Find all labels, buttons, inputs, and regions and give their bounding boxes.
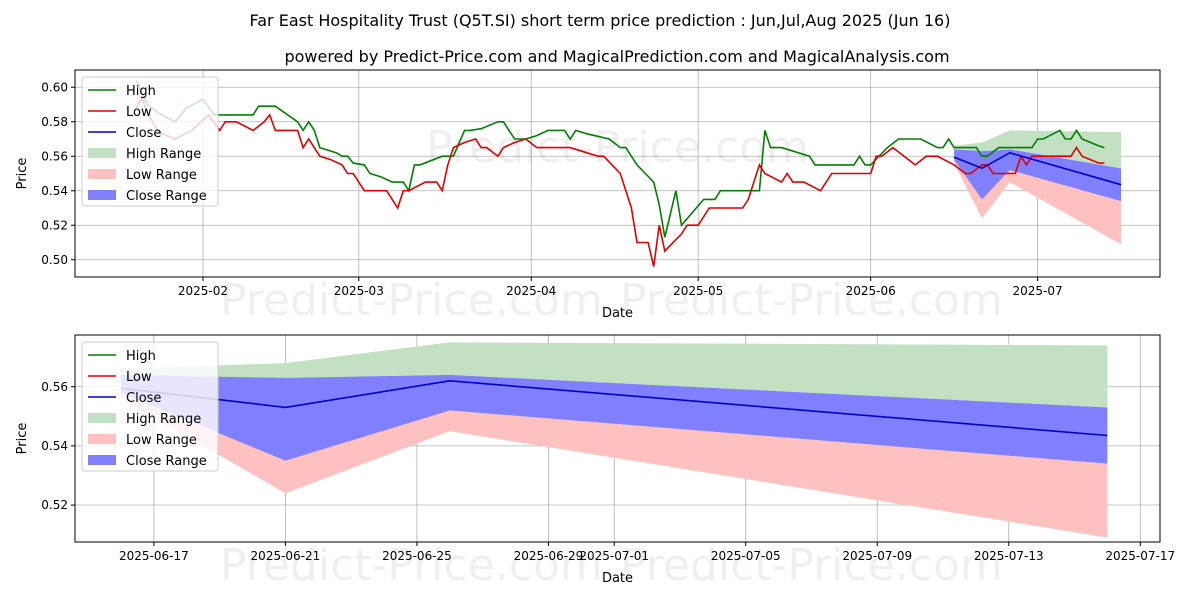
high-range-band [954, 130, 1122, 169]
legend-swatch [88, 169, 116, 179]
high-range-band [121, 342, 1108, 408]
watermark-text: Predict-Price.com [426, 122, 809, 173]
x-tick-label: 2025-07-13 [974, 549, 1044, 563]
x-tick-label: 2025-07-17 [1105, 549, 1175, 563]
legend-swatch [88, 190, 116, 200]
legend-label: Low Range [126, 433, 197, 448]
x-axis-label: Date [602, 571, 633, 586]
chart-subtitle: powered by Predict-Price.com and Magical… [284, 47, 949, 66]
legend-swatch [88, 413, 116, 423]
main-price-panel: 2025-02 2025-03 2025-04 2025-05 2025-06 2025-… [15, 69, 1161, 326]
high-price-line [135, 80, 1105, 238]
x-axis-label: Date [602, 306, 633, 321]
y-tick-label: 0.50 [41, 253, 68, 267]
y-tick-label: 0.58 [41, 115, 68, 129]
legend-label: Low [126, 105, 152, 120]
watermark-text: Predict-Price.com [620, 275, 1003, 326]
y-axis-label: Price [15, 423, 30, 455]
y-tick-label: 0.54 [41, 439, 68, 453]
axes-frame [74, 69, 1161, 278]
low-price-line [135, 95, 1105, 267]
x-tick-label: 2025-07-09 [842, 549, 912, 563]
legend-label: High Range [126, 147, 201, 162]
x-tick-label: 2025-06 [846, 284, 896, 298]
close-range-band [121, 374, 1108, 464]
forecast-zoom-panel: 2025-06-17 2025-06-21 2025-06-25 2025-06-29… [15, 334, 1175, 591]
legend-label: Close Range [126, 189, 207, 204]
x-tick-label: 2025-03 [334, 284, 384, 298]
x-tick-label: 2025-05 [673, 284, 723, 298]
y-axis-label: Price [15, 158, 30, 190]
legend: High Low Close High Range Low Range Close Ran… [81, 341, 219, 472]
watermark-text: Predict-Price.com [620, 540, 1003, 591]
y-tick-label: 0.54 [41, 184, 68, 198]
watermark-text: Predict-Price.com [220, 540, 603, 591]
legend-label: Close [126, 126, 161, 141]
y-tick-label: 0.60 [41, 80, 68, 94]
y-tick-label: 0.52 [41, 218, 68, 232]
close-range-band [954, 149, 1122, 202]
x-tick-label: 2025-02 [178, 284, 228, 298]
legend-label: High [126, 84, 156, 99]
x-tick-label: 2025-06-17 [119, 549, 189, 563]
x-tick-label: 2025-06-29 [514, 549, 584, 563]
chart-title: Far East Hospitality Trust (Q5T.SI) shor… [250, 11, 951, 30]
y-tick-label: 0.56 [41, 380, 68, 394]
x-tick-label: 2025-07-05 [711, 549, 781, 563]
legend-label: Close [126, 391, 161, 406]
legend-swatch [88, 148, 116, 158]
legend-swatch [88, 434, 116, 444]
x-tick-label: 2025-07-01 [579, 549, 649, 563]
x-tick-label: 2025-04 [506, 284, 556, 298]
legend-label: High Range [126, 412, 201, 427]
axes-frame [74, 334, 1161, 543]
x-tick-label: 2025-06-21 [251, 549, 321, 563]
legend-swatch [88, 455, 116, 465]
watermark-text: Predict-Price.com [220, 275, 603, 326]
legend: High Low Close High Range Low Range Close Ran… [81, 76, 219, 207]
x-tick-label: 2025-06-25 [382, 549, 452, 563]
legend-label: High [126, 349, 156, 364]
close-forecast-line [953, 151, 1122, 186]
legend-label: Low [126, 370, 152, 385]
y-tick-label: 0.56 [41, 149, 68, 163]
legend-label: Low Range [126, 168, 197, 183]
y-tick-label: 0.52 [41, 498, 68, 512]
x-tick-label: 2025-07 [1013, 284, 1063, 298]
legend-label: Close Range [126, 454, 207, 469]
